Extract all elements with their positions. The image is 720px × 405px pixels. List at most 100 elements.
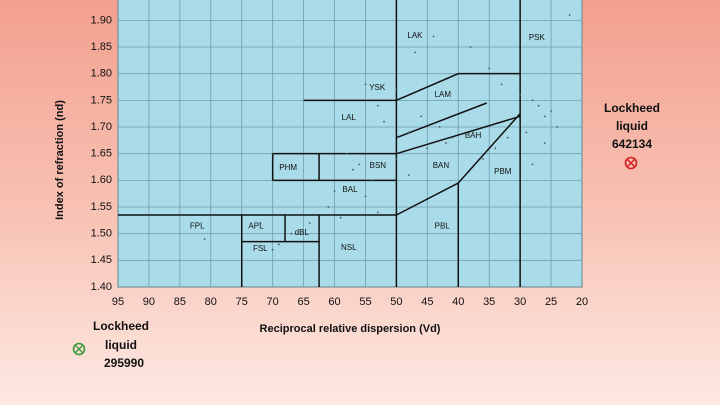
x-tick-label: 70 (267, 296, 279, 308)
glass-point (543, 115, 546, 118)
glass-point (352, 168, 354, 171)
y-tick-label: 1.80 (91, 68, 112, 80)
glass-point (525, 131, 528, 134)
x-tick-label: 45 (421, 296, 433, 308)
region-label: FPL (190, 221, 205, 230)
y-tick-label: 1.70 (91, 121, 112, 133)
glass-point (494, 147, 497, 150)
glass-point (469, 46, 472, 48)
annotation-text: liquid (105, 338, 137, 352)
region-label: PHM (279, 163, 297, 172)
glass-point (414, 51, 416, 54)
x-tick-label: 85 (174, 296, 186, 308)
region-boundary (396, 115, 521, 155)
glass-point (395, 88, 398, 91)
x-tick-label: 35 (483, 296, 495, 308)
y-tick-label: 1.75 (91, 94, 112, 106)
liquid-marker (624, 156, 638, 170)
glass-point (519, 94, 522, 96)
glass-point (277, 243, 280, 246)
plot: LAK PSK YSK LAM LAL BAH PHM BSN BAN PBM BAL FPL APL d… (117, 0, 583, 288)
x-tick-label: 65 (297, 296, 309, 308)
x-tick-label: 95 (112, 296, 124, 308)
glass-point (327, 206, 330, 208)
annotation-text: Lockheed (604, 101, 660, 115)
glass-point (370, 179, 373, 182)
region-label: dBL (295, 228, 310, 237)
glass-point (531, 163, 534, 166)
glass-point (259, 222, 262, 224)
region-label: NSL (341, 243, 357, 252)
region-label: LAL (342, 113, 357, 122)
glass-point (376, 211, 379, 214)
glass-point (444, 142, 447, 144)
x-tick-label: 25 (545, 296, 557, 308)
glass-point (364, 83, 367, 86)
y-tick-label: 1.65 (91, 148, 112, 160)
region-label: BAL (342, 185, 358, 194)
region-label: YSK (369, 83, 386, 92)
glass-point (308, 222, 311, 224)
region-boundary (396, 113, 521, 216)
glass-point (333, 190, 336, 192)
x-axis-label: Reciprocal relative dispersion (Vd) (260, 323, 441, 335)
y-tick-label: 1.45 (91, 254, 112, 266)
plot-area (117, 0, 583, 288)
y-axis-label: Index of refraction (nd) (54, 100, 66, 220)
region-label: PSK (529, 33, 546, 42)
glass-point (420, 115, 423, 118)
y-tick-label: 1.90 (91, 14, 112, 26)
glass-point (451, 136, 453, 139)
region-label: APL (248, 221, 264, 230)
glass-point (488, 67, 491, 70)
x-tick-label: 30 (514, 296, 526, 308)
x-tick-label: 55 (359, 296, 371, 308)
glass-point (550, 110, 552, 112)
glass-point (376, 104, 379, 107)
glass-point (358, 163, 361, 166)
x-tick-label: 40 (452, 296, 464, 308)
y-tick-label: 1.60 (91, 174, 112, 186)
glass-point (432, 35, 435, 38)
glass-point (364, 195, 367, 198)
x-tick-label: 80 (205, 296, 217, 308)
x-tick-label: 90 (143, 296, 155, 308)
x-tick-label: 75 (236, 296, 248, 308)
region-label: BAN (433, 161, 450, 170)
x-tick-label: 20 (576, 296, 588, 308)
y-tick-label: 1.55 (91, 201, 112, 213)
glass-point (407, 131, 410, 134)
glass-point (500, 83, 503, 86)
annotation-text: Lockheed (93, 319, 149, 333)
glass-point (568, 14, 571, 16)
region-label: LAM (435, 90, 452, 99)
annotation-text: 295990 (104, 356, 144, 370)
y-tick-label: 1.85 (91, 41, 112, 53)
glass-point (426, 147, 429, 150)
glass-point (556, 126, 559, 128)
liquid-marker (627, 159, 635, 167)
region-boundary (396, 72, 521, 102)
x-tick-label: 50 (390, 296, 402, 308)
y-tick-label: 1.40 (91, 281, 112, 293)
region-label: BAH (465, 131, 482, 140)
region-boundary (396, 102, 487, 139)
glass-point (290, 232, 293, 235)
region-label: BSN (370, 161, 387, 170)
annotation-text: 642134 (612, 137, 652, 151)
glass-point (203, 238, 206, 240)
glass-point (383, 120, 385, 123)
region-label: PBM (494, 167, 512, 176)
glass-point (271, 248, 274, 251)
liquid-marker (72, 342, 86, 356)
region-label: PBL (435, 221, 451, 230)
glass-point (346, 152, 348, 155)
annotation-text: liquid (616, 119, 648, 133)
glass-point (506, 136, 509, 139)
y-tick-label: 1.50 (91, 228, 112, 240)
region-label: FSL (253, 244, 268, 253)
glass-point (395, 158, 398, 160)
glass-point (339, 216, 342, 219)
glass-point (438, 126, 441, 128)
